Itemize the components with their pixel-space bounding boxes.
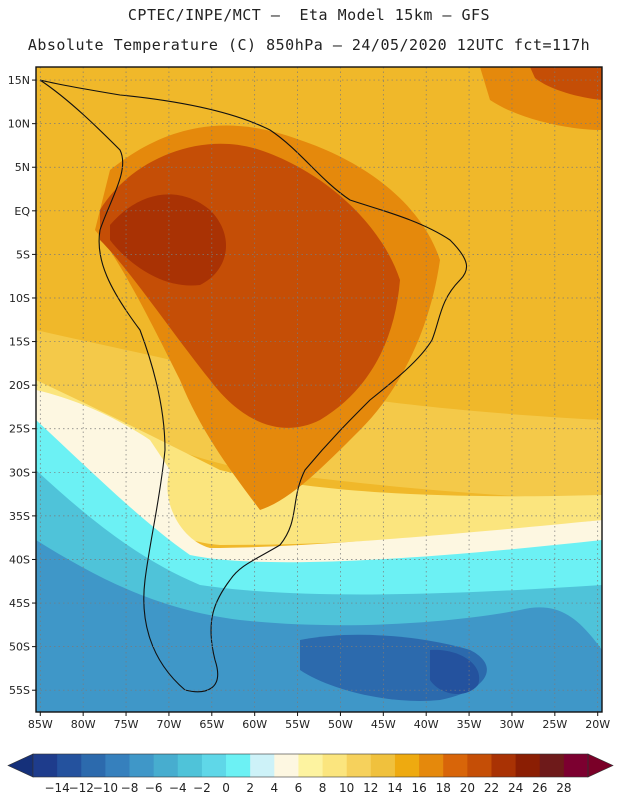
- colorbar-label: 2: [246, 781, 254, 795]
- colorbar-label: −6: [145, 781, 163, 795]
- colorbar-label: 18: [436, 781, 451, 795]
- colorbar-swatch: [201, 754, 227, 777]
- colorbar-label: 8: [319, 781, 327, 795]
- lat-tick-label: 20S: [9, 379, 30, 392]
- colorbar-label: −8: [121, 781, 139, 795]
- lat-tick-label: 10N: [8, 118, 30, 131]
- colorbar-swatch: [298, 754, 323, 777]
- lon-tick-label: 50W: [328, 718, 353, 731]
- lon-tick-label: 80W: [71, 718, 96, 731]
- colorbar-swatch: [81, 754, 106, 777]
- lat-tick-label: 5S: [16, 248, 30, 261]
- lon-tick-label: 20W: [585, 718, 610, 731]
- lat-tick-label: 15S: [9, 336, 30, 349]
- colorbar-label: −2: [193, 781, 211, 795]
- map-frame: [35, 66, 603, 713]
- lon-tick-label: 35W: [457, 718, 482, 731]
- colorbar-swatch: [539, 754, 565, 777]
- longitude-labels: 85W 80W 75W 70W 65W 60W 55W 50W 45W 40W 35W 30W 25W 2…: [28, 712, 610, 731]
- lon-tick-label: 65W: [199, 718, 224, 731]
- field-band-minus12c: [430, 649, 480, 695]
- colorbar-swatch: [419, 754, 444, 777]
- lon-tick-label: 30W: [500, 718, 525, 731]
- colorbar-label: −14: [44, 781, 69, 795]
- colorbar: −14−12−10 −8 −6 −4 −2 0 2 4 6 8 10 12 14 16 18 20 22 24 26…: [7, 753, 614, 795]
- colorbar-label: −12: [69, 781, 94, 795]
- lat-tick-label: 10S: [9, 292, 30, 305]
- lat-tick-label: 5N: [15, 161, 30, 174]
- colorbar-swatch: [105, 754, 130, 777]
- colorbar-label: 22: [484, 781, 499, 795]
- colorbar-swatch: [346, 754, 372, 777]
- colorbar-label: −10: [93, 781, 118, 795]
- map-title-line2: Absolute Temperature (C) 850hPa – 24/05/…: [27, 36, 591, 54]
- colorbar-swatch: [274, 754, 299, 777]
- field-hot-northeast: [530, 67, 602, 100]
- temperature-field: [36, 67, 602, 712]
- colorbar-label: −4: [169, 781, 187, 795]
- colorbar-swatch: [515, 754, 541, 777]
- latitude-labels: 15N 10N 5N EQ 5S 10S 15S 20S 25S 30S 35S 40S 45S 50S 5…: [8, 74, 36, 697]
- colorbar-swatch: [491, 754, 517, 777]
- lat-tick-label: 40S: [9, 553, 30, 566]
- colorbar-swatch: [57, 754, 82, 777]
- colorbar-label: 20: [460, 781, 475, 795]
- lon-tick-label: 45W: [371, 718, 396, 731]
- lat-tick-label: EQ: [14, 205, 30, 218]
- field-band-10c: [36, 380, 602, 545]
- lat-tick-label: 45S: [9, 597, 30, 610]
- lat-tick-label: 30S: [9, 466, 30, 479]
- lon-tick-label: 85W: [28, 718, 53, 731]
- colorbar-label: 16: [411, 781, 426, 795]
- lon-tick-label: 60W: [242, 718, 267, 731]
- colorbar-swatch: [129, 754, 155, 777]
- colorbar-label: 0: [222, 781, 230, 795]
- colorbar-label: 24: [508, 781, 523, 795]
- colorbar-swatch: [394, 754, 420, 777]
- colorbar-swatch: [467, 754, 492, 777]
- lat-tick-label: 35S: [9, 510, 30, 523]
- lat-tick-label: 55S: [9, 684, 30, 697]
- colorbar-label: 12: [363, 781, 378, 795]
- lon-tick-label: 70W: [156, 718, 181, 731]
- colorbar-below-triangle: [7, 753, 34, 778]
- colorbar-swatch: [370, 754, 396, 777]
- colorbar-label: 14: [387, 781, 402, 795]
- colorbar-outline: [32, 753, 589, 778]
- colorbar-swatch: [153, 754, 179, 777]
- colorbar-label: 4: [270, 781, 278, 795]
- colorbar-swatch: [563, 754, 589, 777]
- lon-tick-label: 25W: [542, 718, 567, 731]
- lat-tick-label: 15N: [8, 74, 30, 87]
- lon-tick-label: 75W: [114, 718, 139, 731]
- south-america-coastline: [39, 79, 468, 693]
- colorbar-swatch: [33, 754, 58, 777]
- lat-tick-label: 25S: [9, 423, 30, 436]
- colorbar-swatch: [226, 754, 251, 777]
- colorbar-label: 26: [532, 781, 547, 795]
- colorbar-swatch: [250, 754, 275, 777]
- colorbar-label: 28: [556, 781, 571, 795]
- colorbar-label: 6: [295, 781, 303, 795]
- colorbar-above-triangle: [587, 753, 614, 778]
- colorbar-swatch: [443, 754, 468, 777]
- lat-tick-label: 50S: [9, 641, 30, 654]
- lon-tick-label: 40W: [414, 718, 439, 731]
- field-hottest-core: [110, 194, 227, 286]
- map-title-line1: CPTEC/INPE/MCT – Eta Model 15km – GFS: [127, 6, 491, 24]
- colorbar-swatch: [177, 754, 203, 777]
- lon-tick-label: 55W: [285, 718, 310, 731]
- colorbar-label: 10: [339, 781, 354, 795]
- colorbar-swatch: [322, 754, 348, 777]
